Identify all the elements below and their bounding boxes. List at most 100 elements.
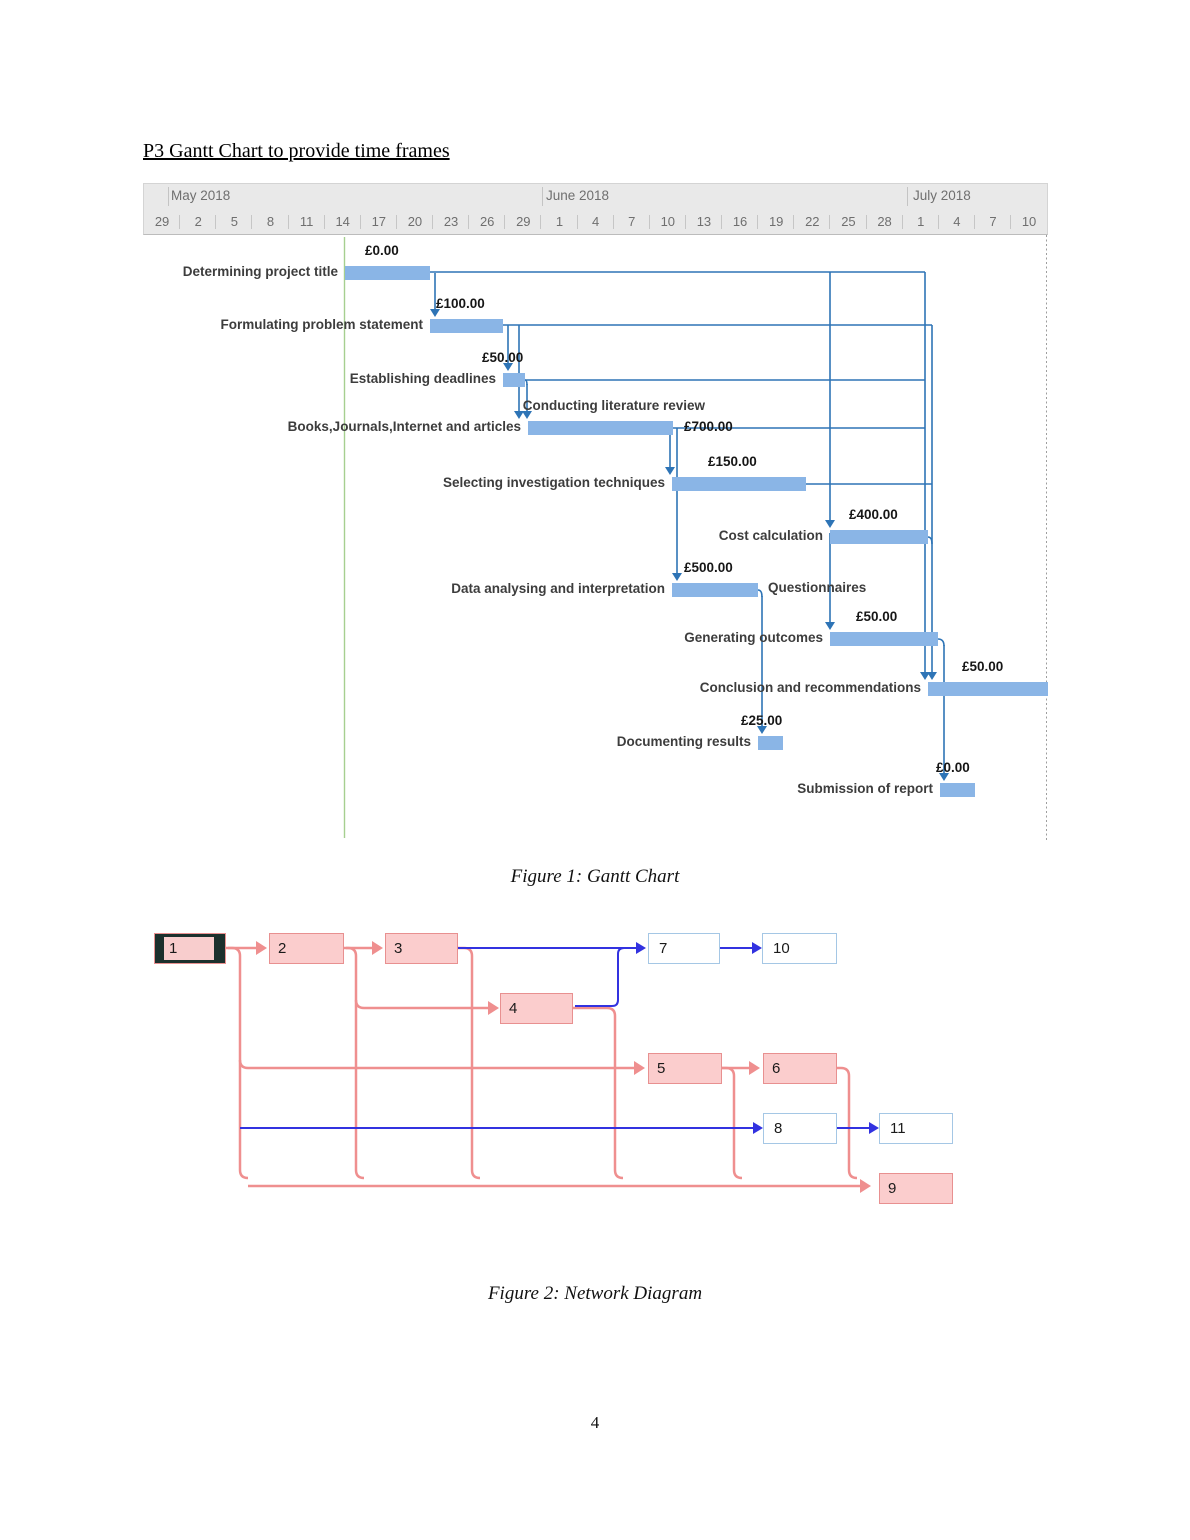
task-bar[interactable]	[830, 632, 938, 646]
link-arrow-icon	[522, 411, 532, 419]
task-name: Submission of report	[797, 781, 933, 796]
network-node-5[interactable]: 5	[648, 1053, 722, 1084]
page-title: P3 Gantt Chart to provide time frames	[143, 140, 450, 162]
date-tick: 4	[939, 209, 976, 235]
edge-arrow-icon	[256, 941, 267, 955]
network-edges-layer	[226, 941, 879, 1193]
date-tick: 26	[469, 209, 506, 235]
page-number: 4	[590, 1413, 600, 1432]
node-number: 11	[890, 1120, 906, 1137]
network-node-7[interactable]: 7	[648, 933, 720, 964]
dependency-elbow	[927, 536, 933, 545]
month-label: June 2018	[546, 188, 610, 203]
edge-arrow-icon	[869, 1122, 879, 1134]
task-cost-label: £50.00	[856, 609, 898, 624]
task-cost-label: £25.00	[741, 713, 783, 728]
gantt-annotation: Conducting literature review	[522, 398, 705, 413]
date-tick: 29	[144, 209, 181, 235]
network-node-11[interactable]: 11	[879, 1113, 953, 1144]
figure-1-caption: Figure 1: Gantt Chart	[510, 866, 680, 887]
link-arrow-icon	[430, 309, 440, 317]
edge-arrow-icon	[636, 942, 646, 954]
task-cost-label: £500.00	[684, 560, 733, 575]
network-diagram-figure: 1 2 3 7 10 4 5 6 8 11 9	[143, 920, 1013, 1220]
task-cost-label: £400.00	[849, 507, 898, 522]
month-separator	[542, 187, 543, 206]
task-cost-label: £0.00	[365, 243, 399, 258]
network-edge	[458, 946, 481, 1180]
month-label: May 2018	[171, 188, 231, 203]
link-arrow-icon	[672, 573, 682, 581]
task-bar[interactable]	[672, 477, 806, 491]
gantt-date-row: 29 2 5 8 11 14 17 20 23 26 29 1 4 7 10 13 16 19 22 25 28 1 4 7 1…	[144, 209, 1047, 235]
network-node-4[interactable]: 4	[500, 993, 573, 1024]
date-tick: 7	[614, 209, 650, 235]
month-label: July 2018	[913, 188, 971, 203]
month-separator	[168, 187, 169, 206]
node-number: 8	[774, 1120, 783, 1137]
link-arrow-icon	[514, 411, 524, 419]
date-tick: 22	[794, 209, 831, 235]
edge-arrow-icon	[753, 1122, 763, 1134]
node-number: 2	[278, 940, 287, 957]
task-bar[interactable]	[528, 421, 673, 435]
task-bar[interactable]	[830, 530, 928, 544]
month-separator	[907, 187, 908, 206]
task-cost-label: £700.00	[684, 419, 733, 434]
task-bar[interactable]	[928, 682, 1048, 696]
node-number: 4	[509, 1000, 518, 1017]
node-number: 3	[394, 940, 403, 957]
date-tick: 20	[397, 209, 434, 235]
figure-2-caption: Figure 2: Network Diagram	[487, 1283, 703, 1304]
node-number: 1	[169, 940, 178, 957]
link-arrow-icon	[825, 622, 835, 630]
network-node-6[interactable]: 6	[763, 1053, 837, 1084]
gantt-timescale-header: May 2018 June 2018 July 2018 29 2 5 8 11 14 17 20…	[143, 183, 1048, 235]
node-number: 7	[659, 940, 668, 957]
date-tick: 19	[758, 209, 795, 235]
date-tick: 28	[867, 209, 903, 235]
network-node-2[interactable]: 2	[269, 933, 344, 964]
task-bar[interactable]	[672, 583, 758, 597]
date-tick: 16	[722, 209, 759, 235]
dependency-elbow	[937, 638, 945, 647]
task-cost-label: £100.00	[436, 296, 485, 311]
edge-arrow-icon	[860, 1179, 871, 1193]
task-name: Data analysing and interpretation	[451, 581, 665, 596]
date-tick: 14	[325, 209, 361, 235]
network-node-9[interactable]: 9	[879, 1173, 953, 1204]
node-number: 6	[772, 1060, 781, 1077]
network-edge	[238, 1059, 635, 1070]
edge-arrow-icon	[634, 1061, 645, 1075]
date-tick: 7	[975, 209, 1012, 235]
network-node-8[interactable]: 8	[763, 1113, 837, 1144]
task-cost-label: £50.00	[482, 350, 524, 365]
date-tick: 4	[578, 209, 614, 235]
task-bar[interactable]	[758, 736, 783, 750]
network-edge	[354, 999, 489, 1010]
task-bar[interactable]	[940, 783, 975, 797]
task-name: Selecting investigation techniques	[442, 475, 665, 490]
network-node-10[interactable]: 10	[762, 933, 837, 964]
date-tick: 1	[541, 209, 578, 235]
date-tick: 11	[289, 209, 325, 235]
network-node-3[interactable]: 3	[385, 933, 458, 964]
task-name: Determining project title	[182, 264, 338, 279]
network-edge	[346, 946, 365, 1180]
link-arrow-icon	[665, 467, 675, 475]
start-node-frame: 1	[155, 934, 225, 963]
edge-arrow-icon	[488, 1001, 499, 1015]
task-cost-label: £150.00	[708, 454, 757, 469]
node-number: 5	[657, 1060, 666, 1077]
task-bar[interactable]	[430, 319, 503, 333]
edge-arrow-icon	[749, 1061, 760, 1075]
task-bar[interactable]	[345, 266, 430, 280]
date-tick: 25	[830, 209, 867, 235]
task-name: Formulating problem statement	[220, 317, 423, 332]
date-tick: 10	[650, 209, 687, 235]
date-tick: 13	[686, 209, 723, 235]
date-tick: 29	[505, 209, 542, 235]
network-node-1[interactable]: 1	[154, 933, 226, 964]
task-bar[interactable]	[503, 373, 525, 387]
